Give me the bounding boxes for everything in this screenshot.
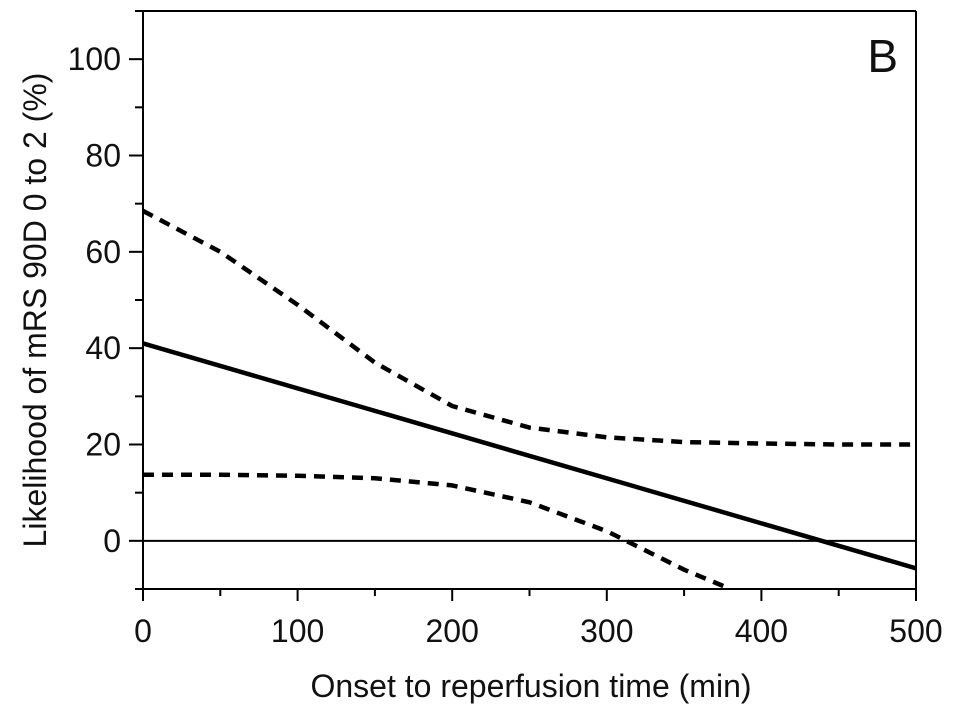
x-tick-label: 200 xyxy=(426,613,479,649)
x-tick-label: 0 xyxy=(134,613,152,649)
x-tick-label: 300 xyxy=(580,613,633,649)
regression-line xyxy=(143,341,916,571)
x-tick-label: 500 xyxy=(889,613,942,649)
y-tick-label: 80 xyxy=(85,138,121,174)
lower-ci-line xyxy=(143,472,732,589)
panel-label: B xyxy=(867,30,898,82)
y-tick-label: 20 xyxy=(85,427,121,463)
y-tick-label: 0 xyxy=(103,523,121,559)
x-tick-label: 100 xyxy=(271,613,324,649)
y-tick-label: 40 xyxy=(85,330,121,366)
y-tick-label: 60 xyxy=(85,234,121,270)
x-axis-label: Onset to reperfusion time (min) xyxy=(310,668,751,704)
y-tick-label: 100 xyxy=(68,41,121,77)
upper-ci-line xyxy=(143,208,916,447)
x-tick-label: 400 xyxy=(735,613,788,649)
y-axis-label: Likelihood of mRS 90D 0 to 2 (%) xyxy=(17,73,53,548)
